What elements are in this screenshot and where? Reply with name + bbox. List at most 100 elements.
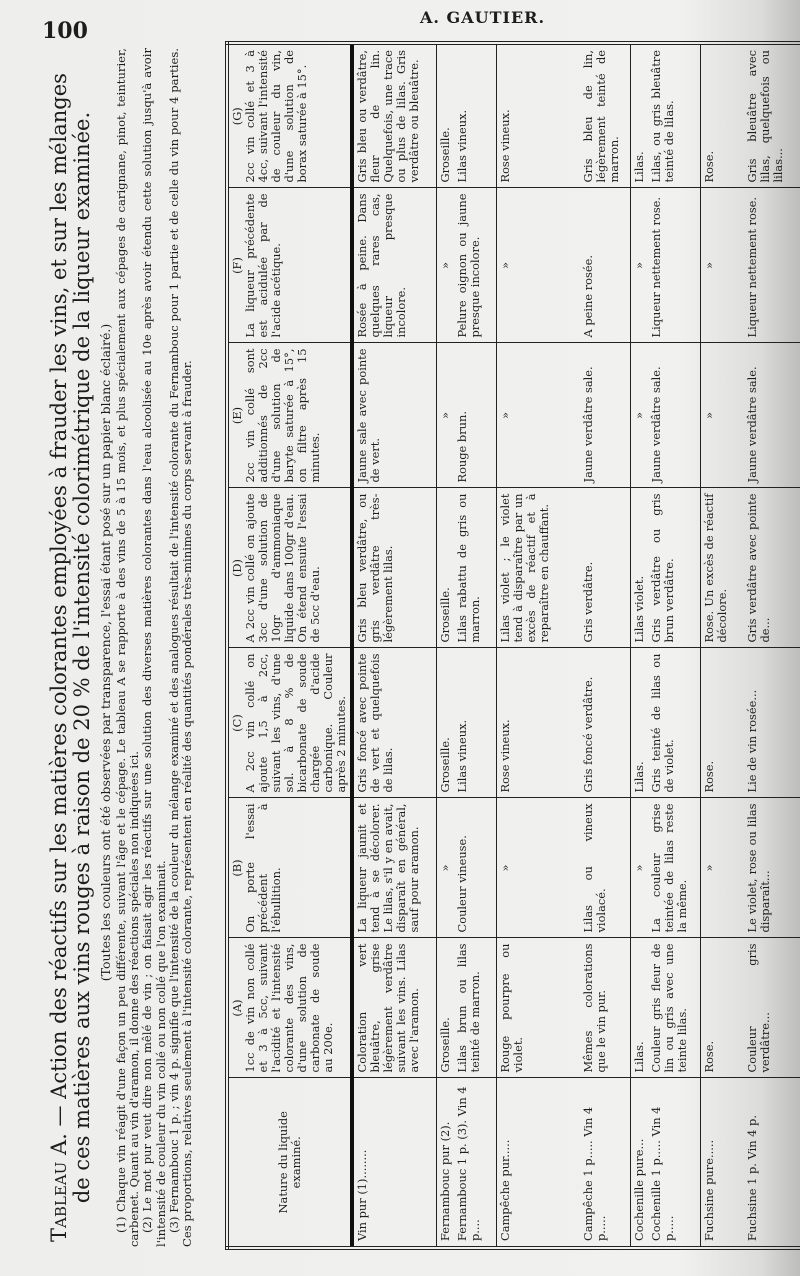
table-row: Cochenille 1 p..... Vin 4 p..... Couleur … bbox=[648, 43, 700, 1248]
row-label: Fuchsine pure..... bbox=[700, 1078, 744, 1248]
table-cell: Gris foncé verdâtre. bbox=[580, 648, 630, 798]
table-cell: » bbox=[630, 798, 648, 938]
table-cell: » bbox=[496, 343, 580, 488]
running-head: A. GAUTIER. bbox=[420, 8, 546, 27]
label-column-header: Nature du liquide examiné. bbox=[227, 1078, 352, 1248]
table-cell: » bbox=[436, 188, 454, 343]
table-cell: Jaune verdâtre sale. bbox=[648, 343, 700, 488]
table-cell: Pelure oignon ou jaune presque incolore. bbox=[454, 188, 496, 343]
table-cell: Couleur gris verdâtre... bbox=[744, 938, 800, 1078]
table-row: Campêche pur..... Rouge pourpre ou violet… bbox=[496, 43, 580, 1248]
row-label: Cochenille pure... bbox=[630, 1078, 648, 1248]
table-cell: La liqueur jaunit et tend à se décolorer… bbox=[352, 798, 436, 938]
row-label: Campêche pur..... bbox=[496, 1078, 580, 1248]
table-cell: Liqueur nettement rose. bbox=[648, 188, 700, 343]
table-cell: Lilas violet. bbox=[630, 488, 648, 648]
table-label: Tableau A. bbox=[47, 1133, 71, 1242]
table-cell: Lilas brun ou lilas teinté de marron. bbox=[454, 938, 496, 1078]
row-label: Fernambouc 1 p. (3). Vin 4 p.... bbox=[454, 1078, 496, 1248]
table-cell: » bbox=[496, 798, 580, 938]
footnote-3: (3) Fernambouc 1 p. ; vin 4 p. signifie … bbox=[166, 48, 195, 1247]
column-header-c: (C) A 2cc vin collé on ajoute 1,5 à 2cc, … bbox=[227, 648, 352, 798]
row-label: Vin pur (1)........ bbox=[352, 1078, 436, 1248]
table-cell: Lilas, ou gris bleuâtre teinté de lilas. bbox=[648, 43, 700, 188]
table-cell: » bbox=[630, 343, 648, 488]
rotated-table-page: Tableau A. — Action des réactifs sur les… bbox=[40, 40, 800, 1265]
table-cell: Gris bleu ou verdâtre, fleur de lin. Que… bbox=[352, 43, 436, 188]
table-cell: Coloration vert bleuâtre, grise légèreme… bbox=[352, 938, 436, 1078]
table-row: Fuchsine 1 p. Vin 4 p. Couleur gris verdâ… bbox=[744, 43, 800, 1248]
table-cell: Lilas violet ; le violet tend à disparaî… bbox=[496, 488, 580, 648]
table-cell: Rosée à peine. Dans quelques rares cas, … bbox=[352, 188, 436, 343]
column-header-g: (G) 2cc vin collé et 3 à 4cc, suivant l'i… bbox=[227, 43, 352, 188]
table-cell: » bbox=[496, 188, 580, 343]
table-cell: Mêmes colorations que le vin pur. bbox=[580, 938, 630, 1078]
table-cell: A peine rosée. bbox=[580, 188, 630, 343]
table-header-row: Nature du liquide examiné. (A) 1cc de vin… bbox=[227, 43, 352, 1248]
column-header-f: (F) La liqueur précédente est acidulée pa… bbox=[227, 188, 352, 343]
table-cell: Rose. bbox=[700, 648, 744, 798]
table-cell: Liqueur nettement rose. bbox=[744, 188, 800, 343]
table-row: Cochenille pure... Lilas.» Lilas. Lilas vio… bbox=[630, 43, 648, 1248]
table-cell: La couleur grise teintée de lilas reste … bbox=[648, 798, 700, 938]
table-cell: Lilas. bbox=[630, 43, 648, 188]
table-cell: » bbox=[700, 343, 744, 488]
table-row: Vin pur (1)........ Coloration vert bleuâ… bbox=[352, 43, 436, 1248]
table-cell: Le violet, rose ou lilas disparaît... bbox=[744, 798, 800, 938]
table-cell: » bbox=[700, 798, 744, 938]
row-label: Fuchsine 1 p. Vin 4 p. bbox=[744, 1078, 800, 1248]
table-cell: Lilas ou vineux violacé. bbox=[580, 798, 630, 938]
table-cell: Gris teinté de lilas ou de violet. bbox=[648, 648, 700, 798]
table-cell: Groseille. bbox=[436, 648, 454, 798]
column-header-b: (B) On porte l'essai précédent à l'ébulli… bbox=[227, 798, 352, 938]
table-cell: Groseille. bbox=[436, 938, 454, 1078]
table-cell: Rose. bbox=[700, 938, 744, 1078]
column-header-e: (E) 2cc vin collé sont additionnés de 2cc… bbox=[227, 343, 352, 488]
table-cell: Gris verdâtre avec pointe de... bbox=[744, 488, 800, 648]
table-cell: Groseille. bbox=[436, 43, 454, 188]
table-cell: Groseille. bbox=[436, 488, 454, 648]
reagent-table: Nature du liquide examiné. (A) 1cc de vin… bbox=[225, 41, 800, 1250]
table-cell: Gris verdâtre ou gris brun verdâtre. bbox=[648, 488, 700, 648]
table-cell: Rouge pourpre ou violet. bbox=[496, 938, 580, 1078]
table-cell: » bbox=[630, 188, 648, 343]
table-cell: Lilas vineux. bbox=[454, 648, 496, 798]
table-cell: » bbox=[700, 188, 744, 343]
row-label: Fernambouc pur (2). bbox=[436, 1078, 454, 1248]
row-label: Campêche 1 p..... Vin 4 p..... bbox=[580, 1078, 630, 1248]
table-subtitle: (Toutes les couleurs ont été observées p… bbox=[98, 323, 113, 982]
column-header-d: (D) A 2cc vin collé on ajoute 3cc d'une s… bbox=[227, 488, 352, 648]
table-cell: Lilas rabattu de gris ou marron. bbox=[454, 488, 496, 648]
footnote-2: (2) Le mot pur veut dire non mêlé de vin… bbox=[140, 48, 168, 1247]
table-cell: Rose vineux. bbox=[496, 43, 580, 188]
table-cell: Jaune verdâtre sale. bbox=[744, 343, 800, 488]
table-cell: Lilas. bbox=[630, 648, 648, 798]
table-cell: Gris bleu verdâtre, ou gris verdâtre trè… bbox=[352, 488, 436, 648]
table-cell: Couleur gris fleur de lin ou gris avec u… bbox=[648, 938, 700, 1078]
table-cell: Gris verdâtre. bbox=[580, 488, 630, 648]
footnote-1: (1) Chaque vin réagit d'une façon un peu… bbox=[114, 48, 142, 1247]
table-title-text: — Action des réactifs sur les matières c… bbox=[47, 73, 94, 1204]
table-row: Campêche 1 p..... Vin 4 p..... Mêmes colo… bbox=[580, 43, 630, 1248]
table-cell: Lilas. bbox=[630, 938, 648, 1078]
table-cell: Rose vineux. bbox=[496, 648, 580, 798]
table-cell: Jaune sale avec pointe de vert. bbox=[352, 343, 436, 488]
table-cell: Jaune verdâtre sale. bbox=[580, 343, 630, 488]
table-cell: Rose. Un excès de réactif décolore. bbox=[700, 488, 744, 648]
table-cell: Gris bleuâtre avec lilas, quelquefois ou… bbox=[744, 43, 800, 188]
table-title: Tableau A. — Action des réactifs sur les… bbox=[47, 60, 94, 1255]
table-cell: Lilas vineux. bbox=[454, 43, 496, 188]
table-cell: Rouge brun. bbox=[454, 343, 496, 488]
table-row: Fernambouc 1 p. (3). Vin 4 p.... Lilas br… bbox=[454, 43, 496, 1248]
table-cell: Couleur vineuse. bbox=[454, 798, 496, 938]
page-number: 100 bbox=[42, 18, 88, 44]
column-header-a: (A) 1cc de vin non collé et 3 à 5cc, suiv… bbox=[227, 938, 352, 1078]
row-label: Cochenille 1 p..... Vin 4 p..... bbox=[648, 1078, 700, 1248]
table-row: Fernambouc pur (2). Groseille.» Groseille.… bbox=[436, 43, 454, 1248]
table-cell: » bbox=[436, 798, 454, 938]
table-cell: Gris bleu de lin, légèrement teinté de m… bbox=[580, 43, 630, 188]
table-row: Fuchsine pure..... Rose.» Rose. Rose. Un ex… bbox=[700, 43, 744, 1248]
table-cell: Gris foncé avec pointe de vert et quelqu… bbox=[352, 648, 436, 798]
footnotes: (1) Chaque vin réagit d'une façon un peu… bbox=[114, 48, 195, 1247]
table-cell: Rose. bbox=[700, 43, 744, 188]
